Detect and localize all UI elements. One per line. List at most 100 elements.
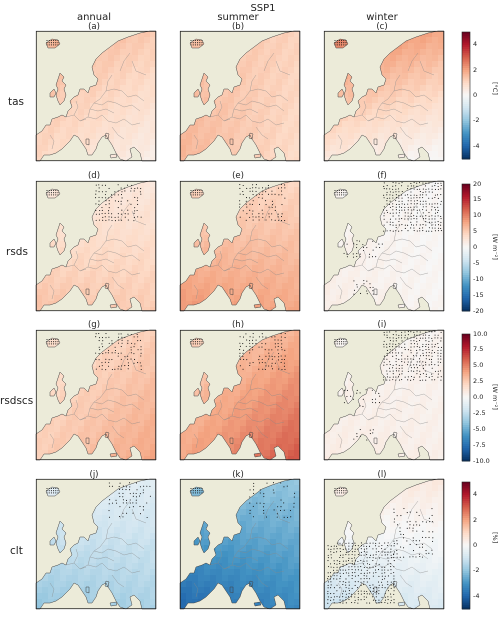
grid-cell — [258, 133, 265, 140]
hatch-dot — [407, 224, 409, 226]
grid-cell — [72, 109, 79, 116]
grid-cell — [108, 420, 115, 427]
hatch-dot — [46, 42, 48, 44]
grid-cell — [288, 205, 295, 212]
grid-cell — [258, 121, 265, 128]
grid-cell — [282, 97, 289, 104]
grid-cell — [252, 378, 259, 385]
grid-cell — [150, 283, 156, 290]
grid-cell — [348, 277, 355, 284]
grid-cell — [144, 187, 151, 194]
hatch-dot — [201, 42, 203, 44]
hatch-dot — [239, 216, 241, 218]
grid-cell — [258, 295, 265, 302]
grid-cell — [78, 121, 85, 128]
grid-cell — [126, 103, 133, 110]
grid-cell — [126, 259, 133, 266]
grid-cell — [90, 85, 97, 92]
grid-cell — [294, 384, 300, 391]
grid-cell — [432, 217, 439, 224]
grid-cell — [102, 61, 109, 68]
grid-cell — [426, 91, 433, 98]
country-border — [193, 433, 199, 449]
grid-cell — [42, 295, 49, 302]
hatch-dot — [271, 358, 273, 360]
grid-cell — [264, 223, 271, 230]
hatch-dot — [133, 362, 135, 364]
grid-cell — [180, 450, 187, 457]
grid-cell — [372, 241, 379, 248]
grid-cell — [192, 121, 199, 128]
hatch-dot — [201, 44, 203, 46]
grid-cell — [228, 247, 235, 254]
hatch-dot — [194, 338, 196, 341]
grid-cell — [294, 342, 300, 349]
grid-cell — [432, 330, 439, 337]
coastline — [85, 288, 90, 296]
hatch-dot — [345, 42, 347, 44]
grid-cell — [66, 133, 73, 140]
grid-cell — [426, 354, 433, 361]
grid-cell — [234, 444, 241, 451]
grid-cell — [252, 241, 259, 248]
grid-cell — [270, 259, 277, 266]
hatch-dot — [401, 200, 403, 202]
hatch-dot — [268, 358, 270, 360]
hatch-dot — [383, 194, 385, 196]
grid-cell — [402, 426, 409, 433]
grid-cell — [360, 121, 367, 128]
grid-cell — [288, 372, 295, 379]
grid-cell — [234, 97, 241, 104]
grid-cell — [426, 229, 433, 236]
grid-cell — [120, 211, 127, 218]
grid-cell — [426, 67, 433, 74]
grid-cell — [138, 330, 145, 337]
hatch-dot — [55, 343, 57, 345]
grid-cell — [240, 408, 247, 415]
grid-cell — [330, 444, 337, 451]
grid-cell — [234, 133, 241, 140]
grid-cell — [210, 115, 217, 122]
hatch-dot — [437, 197, 439, 199]
hatch-dot — [108, 210, 110, 212]
grid-cell — [396, 402, 403, 409]
grid-cell — [252, 348, 259, 355]
grid-cell — [138, 348, 145, 355]
grid-cell — [294, 348, 300, 355]
grid-cell — [234, 109, 241, 116]
grid-cell — [96, 360, 103, 367]
grid-cell — [282, 121, 289, 128]
grid-cell — [126, 205, 133, 212]
grid-cell — [402, 49, 409, 56]
hatch-dot — [242, 368, 244, 370]
grid-cell — [216, 127, 223, 134]
hatch-dot — [111, 219, 113, 222]
grid-cell — [402, 450, 409, 457]
hatch-dot — [277, 216, 279, 218]
coastline — [189, 337, 205, 348]
hatch-dot — [265, 203, 267, 206]
grid-cell — [402, 360, 409, 367]
grid-cell — [210, 408, 217, 415]
hatch-dot — [46, 194, 48, 196]
grid-cell — [54, 121, 61, 128]
grid-cell — [144, 259, 151, 266]
grid-cell — [396, 438, 403, 445]
grid-cell — [234, 420, 241, 427]
hatch-dot — [197, 338, 199, 341]
grid-cell — [366, 241, 373, 248]
grid-cell — [108, 115, 115, 122]
grid-cell — [432, 289, 439, 296]
grid-cell — [252, 402, 259, 409]
grid-cell — [252, 253, 259, 260]
grid-cell — [240, 97, 247, 104]
grid-cell — [144, 61, 151, 68]
hatch-dot — [199, 338, 201, 341]
grid-cell — [138, 432, 145, 439]
grid-cell — [180, 432, 187, 439]
grid-cell — [426, 223, 433, 230]
grid-cell — [426, 360, 433, 367]
hatch-dot — [133, 346, 135, 348]
hatch-dot — [127, 358, 129, 360]
hatch-dot — [127, 365, 130, 367]
